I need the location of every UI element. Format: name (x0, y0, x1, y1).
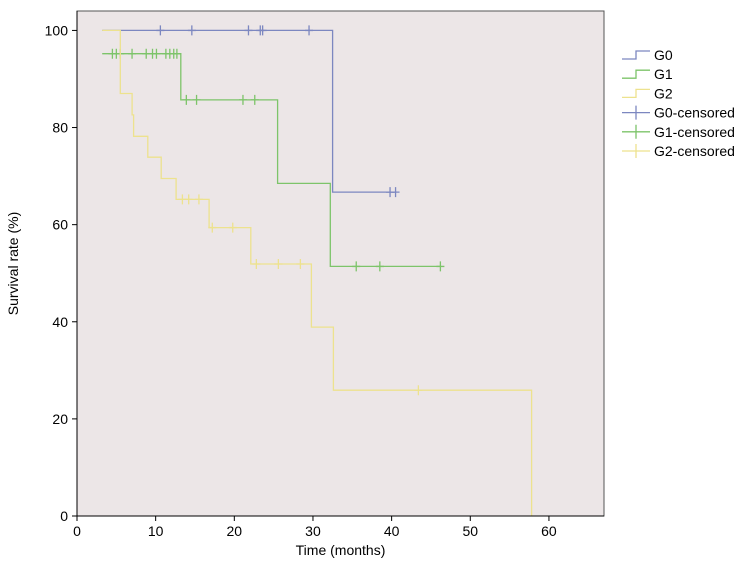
censor-mark-G2 (194, 194, 203, 205)
x-tick-label: 50 (462, 523, 478, 539)
censor-mark-G0 (258, 25, 267, 36)
censor-mark-G1 (152, 48, 161, 59)
y-tick-label: 0 (60, 508, 68, 524)
legend-item-G2: G2 (622, 85, 673, 101)
series-layer (102, 25, 533, 516)
legend-label: G1 (654, 66, 673, 82)
censor-mark-G2 (274, 258, 283, 269)
censor-mark-G2 (252, 258, 261, 269)
legend-item-G1-censored: G1-censored (622, 124, 735, 140)
censor-mark-G0 (305, 25, 314, 36)
x-tick-label: 30 (305, 523, 321, 539)
series-G0 (102, 25, 400, 198)
censor-mark-G0 (187, 25, 196, 36)
censor-mark-G2 (414, 385, 423, 396)
legend-censor-swatch (622, 105, 650, 120)
legend: G0 G1 G2 G0-censored G1-censored G2-censored (622, 47, 735, 159)
y-tick-label: 100 (45, 22, 69, 38)
legend-label: G2-censored (654, 143, 735, 159)
censor-mark-G1 (250, 94, 259, 105)
legend-label: G2 (654, 85, 673, 101)
x-axis-label: Time (months) (296, 542, 386, 558)
censor-mark-G1 (436, 261, 445, 272)
x-tick-label: 0 (73, 523, 81, 539)
censor-mark-G1 (375, 261, 384, 272)
censor-mark-G1 (128, 48, 137, 59)
series-G2 (102, 29, 533, 516)
y-tick-label: 80 (52, 120, 68, 136)
y-tick-label: 40 (52, 314, 68, 330)
censor-mark-G2 (184, 194, 193, 205)
legend-censor-swatch (622, 144, 650, 158)
survival-step-line-G1 (102, 53, 441, 268)
x-tick-label: 20 (227, 523, 243, 539)
censor-mark-G2 (208, 222, 217, 233)
survival-step-line-G2 (102, 29, 533, 516)
censor-mark-G2 (228, 222, 237, 233)
censor-mark-G1 (238, 94, 247, 105)
censor-mark-G0 (244, 25, 253, 36)
x-tick-label: 10 (148, 523, 164, 539)
y-axis-label: Survival rate (%) (5, 212, 21, 315)
censor-mark-G1 (182, 94, 191, 105)
y-tick-label: 20 (52, 411, 68, 427)
censor-mark-G1 (172, 48, 181, 59)
y-tick-label: 60 (52, 217, 68, 233)
plot-area (76, 10, 605, 517)
legend-label: G1-censored (654, 124, 735, 140)
censor-mark-G1 (192, 94, 201, 105)
legend-step-swatch (622, 88, 650, 99)
censor-mark-G0 (391, 187, 400, 198)
legend-label: G0 (654, 47, 673, 63)
axes-layer: 0 10 20 30 40 50 60 0 20 40 60 80 100 (45, 11, 604, 539)
legend-item-G2-censored: G2-censored (622, 143, 735, 159)
legend-step-swatch (622, 69, 650, 79)
survival-step-line-G0 (102, 29, 396, 193)
legend-label: G0-censored (654, 105, 735, 121)
x-tick-label: 40 (384, 523, 400, 539)
censor-mark-G0 (156, 25, 165, 36)
x-tick-label: 60 (541, 523, 557, 539)
legend-censor-swatch (622, 124, 650, 139)
censor-mark-G2 (296, 258, 305, 269)
legend-item-G0-censored: G0-censored (622, 105, 735, 121)
legend-item-G0: G0 (622, 47, 673, 63)
legend-step-swatch (622, 50, 650, 60)
censor-mark-G1 (352, 261, 361, 272)
legend-item-G1: G1 (622, 66, 673, 82)
series-G1 (102, 48, 445, 272)
